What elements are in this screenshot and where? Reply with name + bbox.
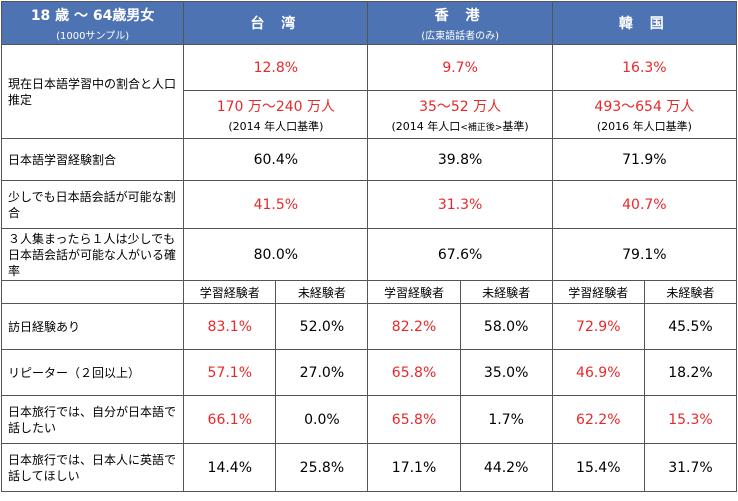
taiwan-pop: 170 万〜240 万人 [216,98,336,115]
conversation-korea: 40.7% [551,180,738,229]
hongkong-pop: 35〜52 万人 [419,98,502,115]
row-experience-label: 日本語学習経験割合 [0,138,185,181]
probability-korea: 79.1% [551,228,738,281]
visited-taiwan-learned: 83.1% [183,303,277,350]
hongkong-pop-note: (2014 年人口<補正後>基準) [369,118,551,134]
speaken-korea-learned: 15.4% [551,443,645,492]
header-group-cell: 18 歳 〜 64歳男女 (1000サンプル) [0,1,185,45]
speaken-hongkong-none: 44.2% [459,443,553,492]
row-conversation-label: 少しでも日本語会話が可能な割合 [0,180,185,229]
speaken-taiwan-learned: 14.4% [183,443,277,492]
probability-hongkong: 67.6% [367,228,553,281]
repeater-korea-learned: 46.9% [551,349,645,396]
repeater-taiwan-none: 27.0% [275,349,369,396]
subheader-hongkong-learned: 学習経験者 [367,280,461,304]
row-repeater-label: リピーター（２回以上） [0,349,185,396]
taiwan-pop-cell: 170 万〜240 万人 (2014 年人口基準) [183,90,369,139]
korea-learning-pct: 16.3% [551,44,738,91]
korea-pop: 493〜654 万人 [594,98,695,115]
row-probability: ３人集まったら１人は少しでも日本語会話が可能な人がいる確率 80.0% 67.6… [0,228,738,281]
subheader-blank [0,280,185,304]
speaken-taiwan-none: 25.8% [275,443,369,492]
repeater-taiwan-learned: 57.1% [183,349,277,396]
speakjp-korea-learned: 62.2% [551,395,645,444]
probability-taiwan: 80.0% [183,228,369,281]
row-speak-english-label: 日本旅行では、日本人に英語で話してほしい [0,443,185,492]
header-korea: 韓 国 [551,1,738,45]
row-experience: 日本語学習経験割合 60.4% 39.8% 71.9% [0,138,738,181]
subheader-korea-learned: 学習経験者 [551,280,645,304]
speaken-korea-none: 31.7% [643,443,738,492]
speakjp-taiwan-learned: 66.1% [183,395,277,444]
header-hongkong: 香 港 (広東語話者のみ) [367,1,553,45]
row-speak-japanese-label: 日本旅行では、自分が日本語で話したい [0,395,185,444]
header-korea-name: 韓 国 [618,16,670,32]
row-visited-label: 訪日経験あり [0,303,185,350]
hongkong-note-small: <補正後> [460,122,503,133]
visited-hongkong-none: 58.0% [459,303,553,350]
speaken-hongkong-learned: 17.1% [367,443,461,492]
experience-korea: 71.9% [551,138,738,181]
conversation-taiwan: 41.5% [183,180,369,229]
visited-hongkong-learned: 82.2% [367,303,461,350]
hongkong-pop-cell: 35〜52 万人 (2014 年人口<補正後>基準) [367,90,553,139]
row-speak-english: 日本旅行では、日本人に英語で話してほしい 14.4% 25.8% 17.1% 4… [0,443,738,492]
speakjp-hongkong-none: 1.7% [459,395,553,444]
row-speak-japanese: 日本旅行では、自分が日本語で話したい 66.1% 0.0% 65.8% 1.7%… [0,395,738,444]
subheader-taiwan-none: 未経験者 [275,280,369,304]
taiwan-pop-note: (2014 年人口基準) [228,119,324,133]
header-group: 18 歳 〜 64歳男女 [30,7,155,24]
experience-hongkong: 39.8% [367,138,553,181]
row-conversation: 少しでも日本語会話が可能な割合 41.5% 31.3% 40.7% [0,180,738,229]
experience-taiwan: 60.4% [183,138,369,181]
subheader-korea-none: 未経験者 [643,280,738,304]
hongkong-learning-pct: 9.7% [367,44,553,91]
subheader-row: 学習経験者 未経験者 学習経験者 未経験者 学習経験者 未経験者 [0,280,738,304]
row-visited: 訪日経験あり 83.1% 52.0% 82.2% 58.0% 72.9% 45.… [0,303,738,350]
visited-korea-learned: 72.9% [551,303,645,350]
repeater-korea-none: 18.2% [643,349,738,396]
header-group-sub: (1000サンプル) [56,30,130,42]
speakjp-hongkong-learned: 65.8% [367,395,461,444]
hongkong-note-a: (2014 年人口 [391,119,461,133]
hongkong-note-b: 基準) [502,119,529,133]
header-hongkong-name: 香 港 [434,7,486,24]
row-learning-label: 現在日本語学習中の割合と人口推定 [0,44,185,139]
header-taiwan: 台 湾 [183,1,369,45]
row-repeater: リピーター（２回以上） 57.1% 27.0% 65.8% 35.0% 46.9… [0,349,738,396]
row-learning-pct: 現在日本語学習中の割合と人口推定 12.8% 9.7% 16.3% [0,44,738,139]
header-row: 18 歳 〜 64歳男女 (1000サンプル) 台 湾 香 港 (広東語話者のみ… [0,1,738,45]
subheader-hongkong-none: 未経験者 [459,280,553,304]
header-taiwan-name: 台 湾 [250,16,302,32]
speakjp-taiwan-none: 0.0% [275,395,369,444]
korea-pop-cell: 493〜654 万人 (2016 年人口基準) [551,90,738,139]
subheader-taiwan-learned: 学習経験者 [183,280,277,304]
visited-taiwan-none: 52.0% [275,303,369,350]
visited-korea-none: 45.5% [643,303,738,350]
row-learning-pop: 170 万〜240 万人 (2014 年人口基準) 35〜52 万人 (2014… [2,90,738,139]
row-probability-label: ３人集まったら１人は少しでも日本語会話が可能な人がいる確率 [0,228,185,281]
repeater-hongkong-none: 35.0% [459,349,553,396]
korea-pop-note: (2016 年人口基準) [596,119,692,133]
conversation-hongkong: 31.3% [367,180,553,229]
speakjp-korea-none: 15.3% [643,395,738,444]
taiwan-learning-pct: 12.8% [183,44,369,91]
repeater-hongkong-learned: 65.8% [367,349,461,396]
header-hongkong-sub: (広東語話者のみ) [421,30,500,42]
